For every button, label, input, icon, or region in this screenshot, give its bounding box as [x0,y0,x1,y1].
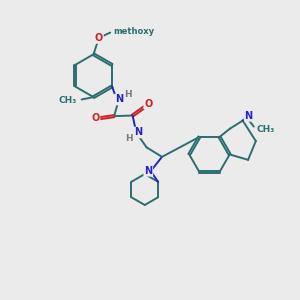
Text: N: N [134,128,142,137]
Text: N: N [115,94,123,104]
Text: methoxy: methoxy [114,27,155,36]
Text: O: O [91,113,100,124]
Text: O: O [95,33,103,43]
Text: H: H [125,134,133,143]
Text: CH₃: CH₃ [58,96,76,105]
Text: N: N [144,166,152,176]
Text: H: H [124,90,132,99]
Text: N: N [244,111,253,121]
Text: O: O [144,99,152,109]
Text: CH₃: CH₃ [256,125,274,134]
